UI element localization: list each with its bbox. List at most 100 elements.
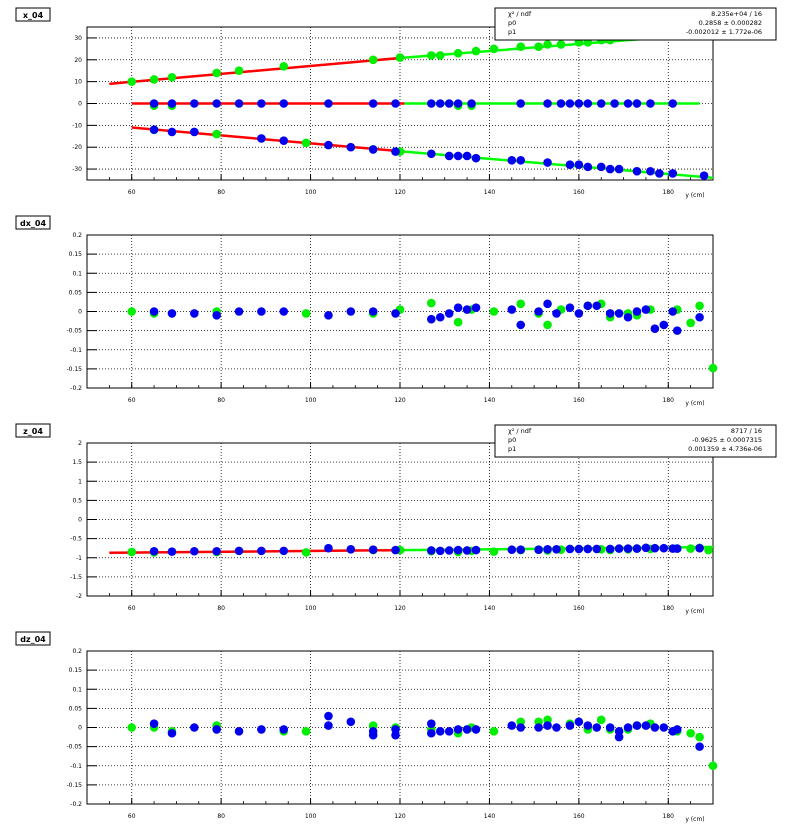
stats-value: 8717 / 16	[731, 427, 762, 435]
y-tick-label: 1.5	[72, 459, 82, 466]
y-tick-label: -0.15	[66, 782, 82, 789]
data-point	[650, 723, 660, 732]
data-point	[453, 303, 463, 312]
data-point	[583, 99, 593, 108]
data-point	[641, 721, 651, 730]
x-tick-label: 100	[305, 189, 317, 196]
data-point	[190, 723, 199, 732]
data-point	[516, 42, 526, 51]
data-point	[324, 543, 333, 553]
data-point	[655, 169, 664, 178]
x-axis-label: y (cm)	[685, 400, 704, 407]
data-point	[699, 171, 709, 180]
data-point	[556, 40, 566, 49]
x-tick-label: 100	[305, 397, 317, 404]
data-point	[427, 99, 436, 108]
plot-title-box	[15, 7, 51, 22]
data-point	[489, 44, 499, 54]
data-point	[167, 99, 177, 108]
x-axis-label: y (cm)	[685, 816, 704, 823]
y-tick-label: 0.2	[72, 648, 82, 655]
plot-z_04: 60 80 100 120 140 160 180 -2 -1.5 -1 -0.5 0 0.5 1 1.5 2…	[15, 423, 777, 615]
data-point	[368, 307, 378, 316]
data-point	[632, 544, 642, 553]
stats-value: -0.9625 ± 0.0007315	[692, 436, 762, 444]
data-point	[574, 717, 584, 727]
y-tick-label: -1	[76, 555, 82, 562]
data-point	[516, 99, 526, 108]
data-point	[489, 547, 499, 556]
data-point	[583, 721, 593, 730]
y-tick-label: -0.05	[66, 744, 82, 751]
data-point	[391, 309, 400, 318]
data-point	[543, 320, 552, 330]
data-point	[257, 134, 266, 143]
y-tick-label: -0.5	[70, 536, 82, 543]
x-tick-label: 140	[484, 605, 496, 612]
data-point	[368, 55, 378, 65]
x-tick-label: 80	[217, 397, 225, 404]
y-tick-label: 0.1	[72, 686, 82, 693]
data-point	[646, 166, 655, 176]
data-point	[574, 160, 584, 169]
data-point	[257, 546, 266, 556]
data-point	[668, 307, 678, 316]
data-point	[190, 309, 199, 318]
data-point	[686, 728, 695, 738]
data-point	[686, 318, 695, 328]
data-point	[543, 545, 552, 554]
data-point	[212, 99, 221, 108]
data-point	[574, 309, 584, 318]
data-point	[190, 127, 199, 137]
plot-dx_04: 60 80 100 120 140 160 180 -0.2 -0.15 -0.1 -0.05 0 0.…	[15, 215, 718, 407]
stats-label: χ² / ndf	[508, 427, 532, 435]
data-point	[324, 99, 333, 108]
data-point	[556, 99, 566, 108]
plot-title: x_04	[23, 11, 44, 20]
data-point	[212, 311, 221, 320]
data-point	[534, 307, 543, 316]
data-point	[641, 543, 651, 553]
data-point	[127, 547, 137, 557]
data-point	[507, 721, 517, 730]
stats-label: p1	[508, 445, 516, 453]
data-point	[610, 99, 619, 108]
plot-x_04: 60 80 100 120 140 160 180 -30 -20 -10 0 10 20 30 y (cm…	[15, 7, 777, 199]
data-point	[462, 546, 472, 555]
y-tick-label: 0	[78, 101, 82, 108]
data-point	[659, 320, 669, 330]
data-point	[453, 725, 463, 734]
stats-label: p1	[508, 28, 516, 36]
data-point	[650, 543, 660, 553]
data-point	[427, 719, 436, 728]
data-point	[565, 99, 575, 108]
y-tick-label: -0.2	[70, 385, 82, 392]
data-point	[534, 723, 543, 732]
x-tick-label: 100	[305, 605, 317, 612]
data-point	[427, 298, 436, 308]
data-point	[149, 546, 159, 556]
data-point	[346, 307, 356, 316]
data-point	[149, 99, 159, 108]
data-point	[444, 309, 454, 318]
data-point	[234, 307, 244, 316]
stats-label: p0	[508, 19, 516, 27]
data-point	[708, 761, 718, 771]
data-point	[167, 72, 177, 82]
data-point	[623, 544, 633, 553]
stats-value: 0.001359 ± 4.736e-06	[688, 445, 762, 453]
y-tick-label: 0.15	[69, 667, 83, 674]
data-point	[301, 548, 311, 557]
y-tick-label: -0.2	[70, 801, 82, 808]
data-point	[543, 721, 552, 730]
data-point	[167, 309, 177, 318]
y-tick-label: 2	[78, 440, 82, 447]
data-point	[596, 99, 606, 108]
y-tick-label: 0.2	[72, 232, 82, 239]
data-point	[659, 723, 669, 732]
data-point	[462, 305, 472, 314]
data-point	[257, 725, 266, 734]
data-point	[623, 723, 633, 732]
fit-line	[109, 56, 405, 86]
data-point	[368, 145, 378, 154]
